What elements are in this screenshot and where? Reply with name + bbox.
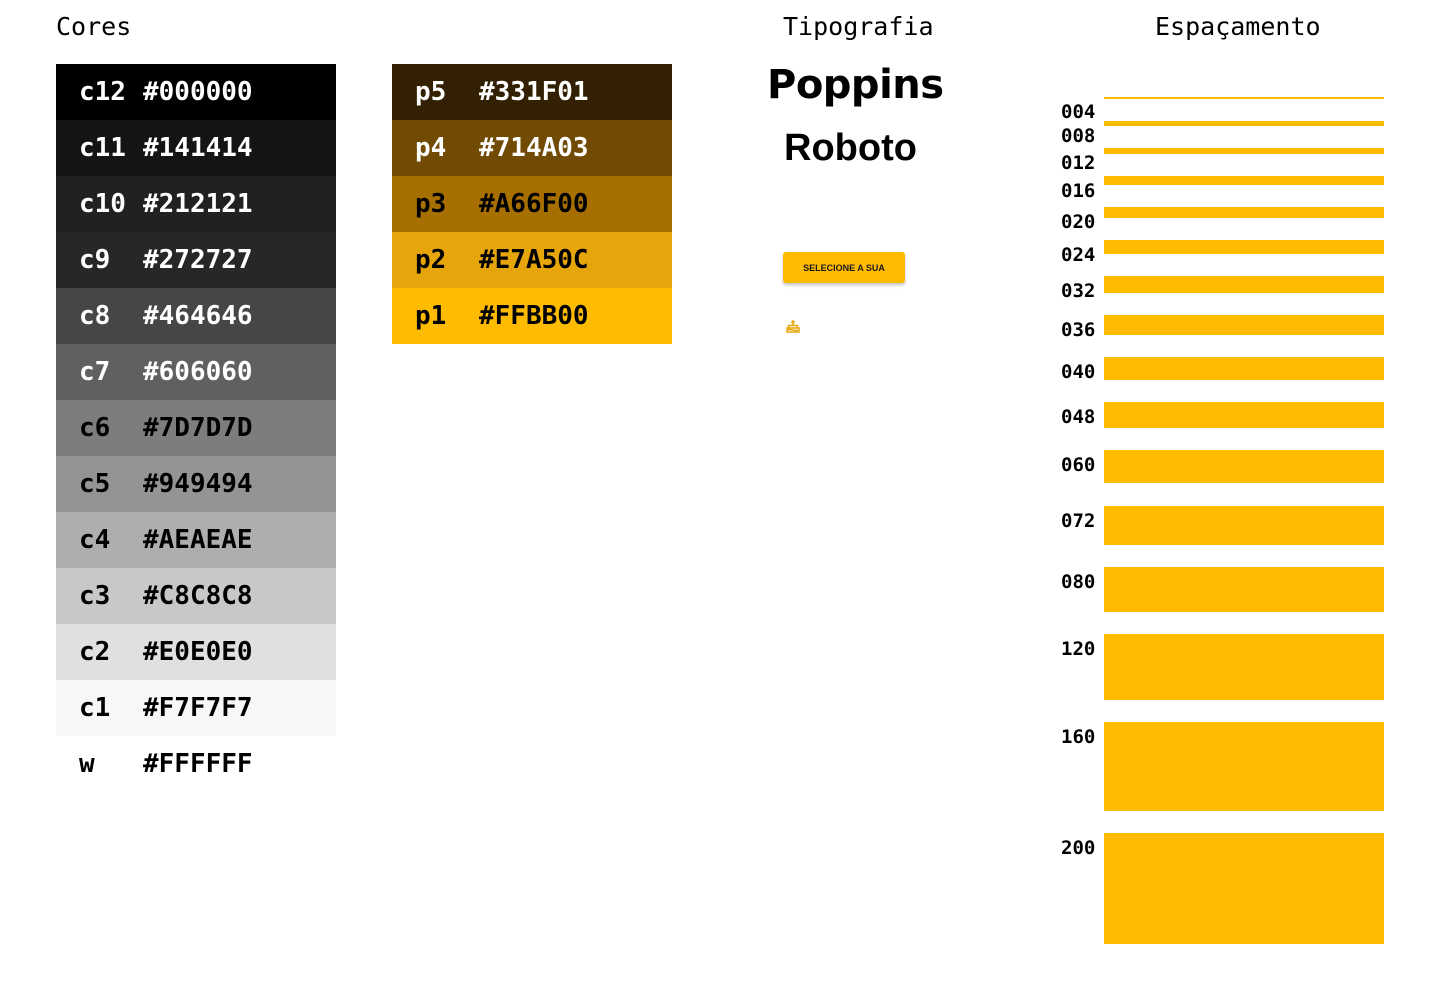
font-sample-roboto: Roboto bbox=[784, 127, 917, 169]
swatch-c10: c10 #212121 bbox=[56, 176, 336, 232]
swatch-p4: p4 #714A03 bbox=[392, 120, 672, 176]
swatch-c12: c12 #000000 bbox=[56, 64, 336, 120]
spacing-bar-120 bbox=[1104, 633, 1384, 701]
spacing-label-036: 036 bbox=[1061, 319, 1096, 342]
spacing-bar-004 bbox=[1104, 97, 1384, 100]
swatch-c2: c2 #E0E0E0 bbox=[56, 624, 336, 680]
swatch-c5: c5 #949494 bbox=[56, 456, 336, 512]
spacing-bar-160 bbox=[1104, 722, 1384, 812]
gray-palette: c12 #000000 c11 #141414 c10 #212121 c9 #2727… bbox=[56, 64, 336, 792]
swatch-c7: c7 #606060 bbox=[56, 344, 336, 400]
spacing-label-060: 060 bbox=[1061, 454, 1096, 477]
spacing-bar-048 bbox=[1104, 401, 1384, 429]
select-button[interactable]: SELECIONE A SUA bbox=[783, 252, 905, 283]
swatch-c8: c8 #464646 bbox=[56, 288, 336, 344]
spacing-label-032: 032 bbox=[1061, 279, 1096, 302]
spacing-heading: Espaçamento bbox=[1155, 12, 1321, 41]
swatch-c11: c11 #141414 bbox=[56, 120, 336, 176]
font-sample-poppins: Poppins bbox=[767, 62, 944, 108]
spacing-bar-080 bbox=[1104, 567, 1384, 612]
spacing-label-012: 012 bbox=[1061, 151, 1096, 174]
spacing-label-024: 024 bbox=[1061, 244, 1096, 267]
spacing-label-016: 016 bbox=[1061, 180, 1096, 203]
spacing-bar-200 bbox=[1104, 833, 1384, 945]
spacing-label-040: 040 bbox=[1061, 361, 1096, 384]
spacing-bar-032 bbox=[1104, 275, 1384, 294]
spacing-bar-040 bbox=[1104, 357, 1384, 380]
swatch-c9: c9 #272727 bbox=[56, 232, 336, 288]
spacing-bar-008 bbox=[1104, 121, 1384, 126]
swatch-p3: p3 #A66F00 bbox=[392, 176, 672, 232]
spacing-bar-020 bbox=[1104, 207, 1384, 219]
spacing-label-048: 048 bbox=[1061, 405, 1096, 428]
swatch-p2: p2 #E7A50C bbox=[392, 232, 672, 288]
spacing-label-004: 004 bbox=[1061, 101, 1096, 123]
spacing-bar-072 bbox=[1104, 505, 1384, 546]
colors-heading: Cores bbox=[56, 12, 132, 41]
cake-icon bbox=[786, 320, 800, 333]
spacing-label-080: 080 bbox=[1061, 571, 1096, 594]
swatch-p1: p1 #FFBB00 bbox=[392, 288, 672, 344]
spacing-bar-024 bbox=[1104, 240, 1384, 254]
spacing-bar-016 bbox=[1104, 176, 1384, 186]
spacing-label-008: 008 bbox=[1061, 125, 1096, 148]
swatch-c3: c3 #C8C8C8 bbox=[56, 568, 336, 624]
swatch-c1: c1 #F7F7F7 bbox=[56, 680, 336, 736]
spacing-bar-036 bbox=[1104, 315, 1384, 336]
swatch-w: w #FFFFFF bbox=[56, 736, 336, 792]
spacing-label-072: 072 bbox=[1061, 509, 1096, 532]
swatch-c6: c6 #7D7D7D bbox=[56, 400, 336, 456]
spacing-label-200: 200 bbox=[1061, 837, 1096, 860]
spacing-label-020: 020 bbox=[1061, 211, 1096, 234]
spacing-label-160: 160 bbox=[1061, 726, 1096, 749]
swatch-c4: c4 #AEAEAE bbox=[56, 512, 336, 568]
spacing-label-120: 120 bbox=[1061, 637, 1096, 660]
typography-heading: Tipografia bbox=[783, 12, 934, 41]
swatch-p5: p5 #331F01 bbox=[392, 64, 672, 120]
spacing-bar-060 bbox=[1104, 450, 1384, 484]
spacing-bar-012 bbox=[1104, 147, 1384, 155]
primary-palette: p5 #331F01 p4 #714A03 p3 #A66F00 p2 #E7A50C … bbox=[392, 64, 672, 344]
